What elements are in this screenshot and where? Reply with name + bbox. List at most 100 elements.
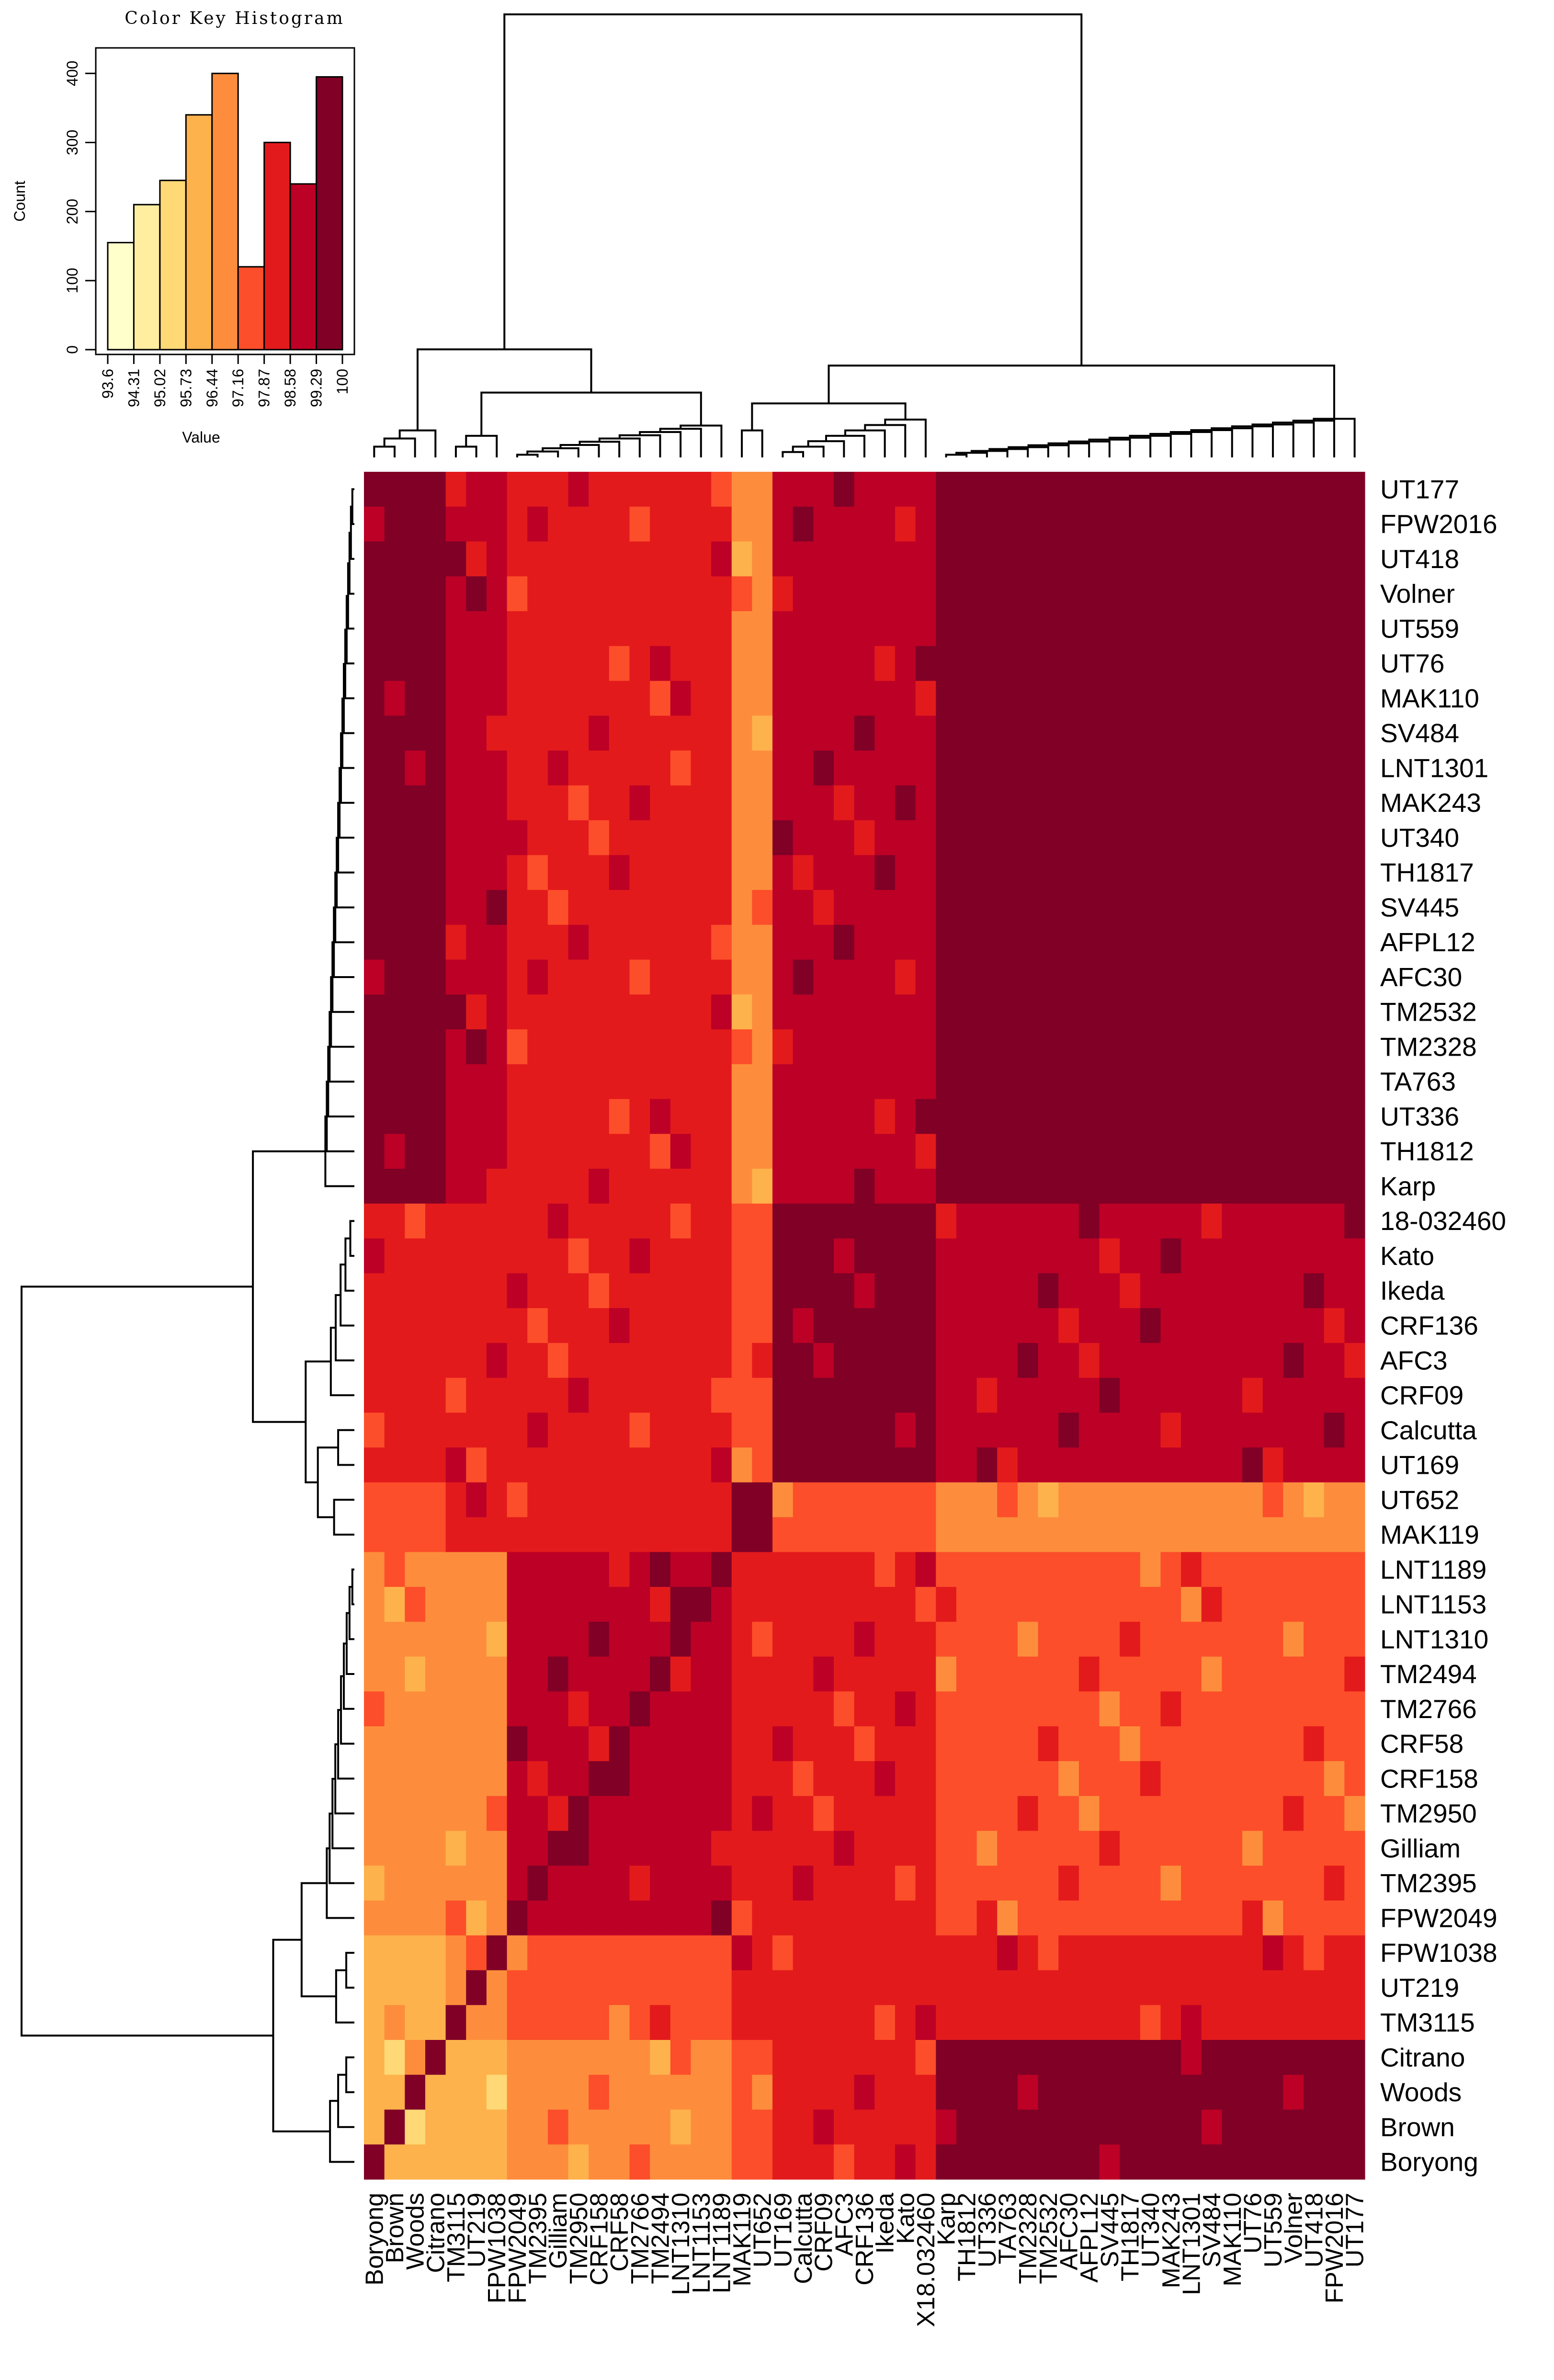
heatmap-cell [1304,576,1325,612]
heatmap-cell [1324,681,1345,716]
row-label: TH1817 [1380,858,1474,888]
heatmap-cell [1078,1029,1100,1065]
heatmap-cell [486,1064,508,1100]
heatmap-cell [854,1621,875,1657]
heatmap-cell [609,1447,630,1483]
heatmap-cell [1324,1900,1345,1936]
column-label: MAK119 [728,2193,756,2287]
heatmap-cell [650,1656,671,1692]
heatmap-cell [854,576,875,612]
heatmap-cell [670,1726,692,1762]
heatmap-cell [1304,1866,1325,1901]
column-label: CRF158 [586,2193,613,2286]
row-label: CRF136 [1380,1311,1478,1341]
dendrogram-branch [884,419,927,457]
heatmap-cell [1140,2039,1161,2075]
row-label: TA763 [1380,1067,1456,1096]
row-label: Woods [1380,2077,1462,2107]
heatmap-cell [527,1796,548,1832]
heatmap-cell [956,1482,977,1518]
heatmap-cell [425,1203,446,1239]
heatmap-cell [568,1621,589,1657]
heatmap-cell [691,1517,712,1553]
heatmap-cell [1262,2005,1283,2040]
heatmap-cell [527,472,548,507]
heatmap-cell [1201,1970,1223,2005]
heatmap-cell [507,1447,528,1483]
heatmap-cell [466,1482,487,1518]
heatmap-cell [364,751,385,786]
heatmap-cell [445,1831,466,1866]
heatmap-cell [486,2039,508,2075]
heatmap-cell [547,1134,569,1169]
heatmap-cell [956,716,977,751]
heatmap-cell [1262,1203,1283,1239]
heatmap-cell [1099,1134,1120,1169]
heatmap-cell [527,785,548,821]
heatmap-cell [1181,820,1202,855]
heatmap-cell [1201,646,1223,682]
heatmap-cell [813,646,834,682]
heatmap-cell [772,1064,794,1100]
heatmap-cell [772,1935,794,1971]
heatmap-cell [405,1273,426,1309]
heatmap-cell [466,855,487,890]
heatmap-cell [1344,924,1365,960]
heatmap-cell [568,1482,589,1518]
heatmap-cell [629,1761,650,1797]
heatmap-cell [609,1134,630,1169]
heatmap-cell [1181,1412,1202,1448]
heatmap-cell [1283,1552,1304,1587]
heatmap-cell [1078,611,1100,647]
heatmap-cell [1099,1587,1120,1622]
heatmap-cell [1038,1099,1059,1134]
heatmap-cell [1160,855,1181,890]
heatmap-cell [1262,1970,1283,2005]
heatmap-cell [486,611,508,647]
heatmap-cell [1262,1621,1283,1657]
heatmap-cell [486,1796,508,1832]
heatmap-cell [936,1029,957,1065]
heatmap-cell [854,1517,875,1553]
heatmap-cell [568,959,589,995]
heatmap-cell [1078,1621,1100,1657]
heatmap-cell [997,1099,1018,1134]
heatmap-cell [568,1273,589,1309]
heatmap-cell [997,681,1018,716]
heatmap-cell [589,1099,610,1134]
heatmap-cell [384,959,405,995]
heatmap-cell [854,994,875,1030]
dendrogram-branch [335,1969,354,2024]
heatmap-cell [1344,1831,1365,1866]
heatmap-cell [1262,541,1283,577]
heatmap-cell [425,1099,446,1134]
heatmap-cell [445,2144,466,2180]
heatmap-cell [1201,1656,1223,1692]
column-label: CRF09 [810,2193,838,2272]
heatmap-cell [445,924,466,960]
heatmap-cell [527,1517,548,1553]
heatmap-cell [568,1308,589,1344]
heatmap-cell [547,2005,569,2040]
heatmap-cell [589,1169,610,1204]
heatmap-cell [1120,1273,1141,1309]
heatmap-cell [874,1866,896,1901]
heatmap-cell [1201,1378,1223,1413]
heatmap-cell [711,2039,732,2075]
heatmap-cell [997,1970,1018,2005]
heatmap-cell [1344,646,1365,682]
heatmap-cell [568,820,589,855]
heatmap-cell [711,1935,732,1971]
heatmap-cell [1242,1866,1263,1901]
heatmap-cell [772,2074,794,2110]
heatmap-cell [445,1099,466,1134]
heatmap-cell [772,2005,794,2040]
heatmap-cell [813,1900,834,1936]
heatmap-cell [711,2144,732,2180]
heatmap-cell [1283,1378,1304,1413]
heatmap-cell [1201,611,1223,647]
heatmap-cell [895,1273,916,1309]
heatmap-cell [691,1656,712,1692]
heatmap-cell [936,1099,957,1134]
heatmap-cell [1222,1238,1243,1274]
